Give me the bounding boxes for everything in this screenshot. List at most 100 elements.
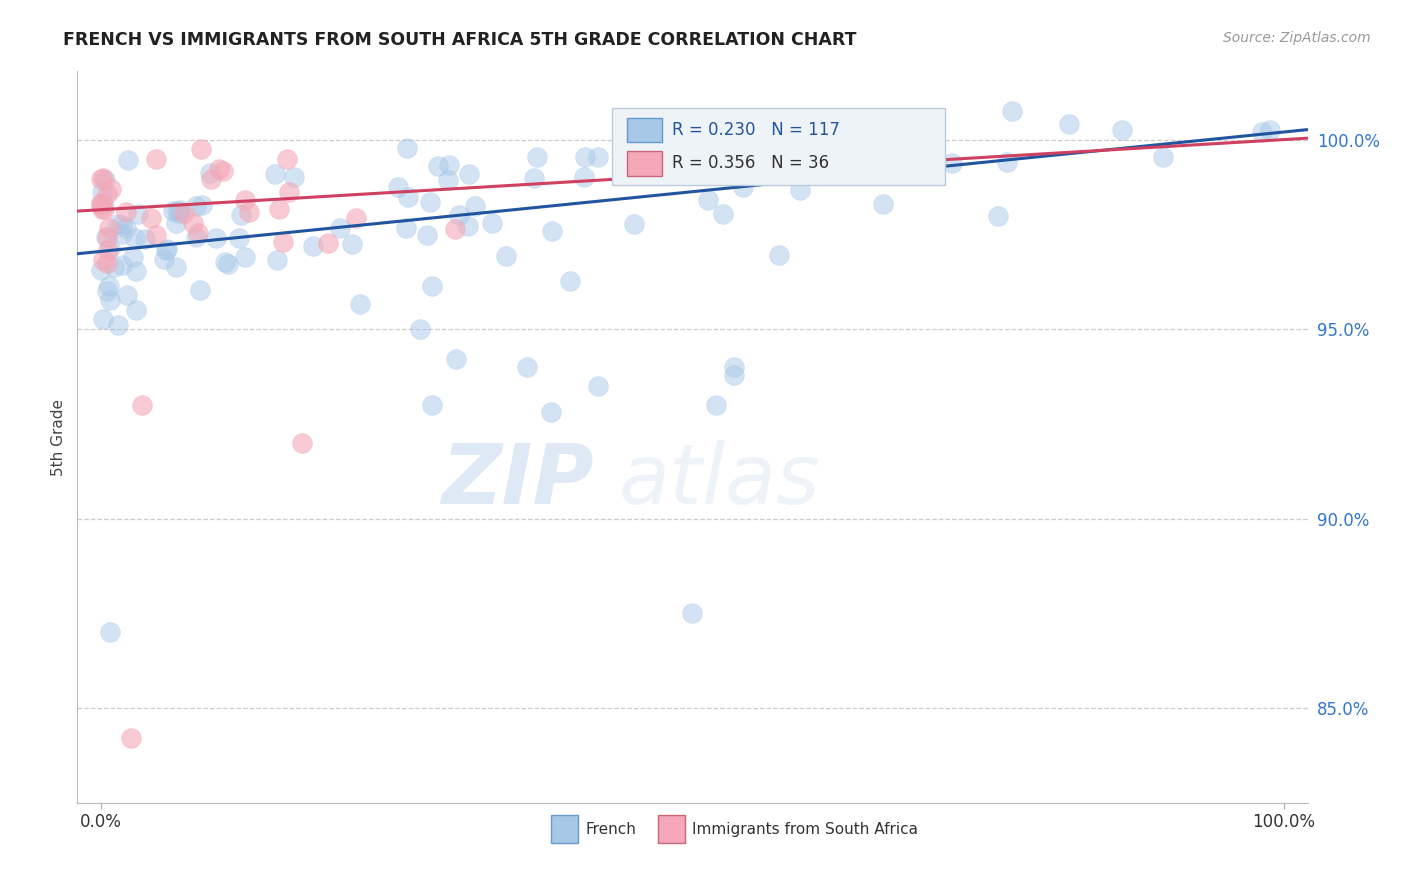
Point bbox=[166, 204, 188, 219]
Point bbox=[139, 211, 162, 225]
Point bbox=[134, 232, 156, 246]
Point bbox=[165, 260, 187, 274]
Point bbox=[98, 279, 121, 293]
Point bbox=[416, 228, 439, 243]
Point bbox=[841, 151, 863, 165]
Point bbox=[291, 435, 314, 450]
Point bbox=[90, 196, 112, 211]
Point bbox=[173, 206, 195, 220]
Point bbox=[91, 171, 114, 186]
Point bbox=[125, 303, 148, 318]
Point bbox=[187, 227, 209, 241]
Point bbox=[449, 208, 471, 222]
Point bbox=[117, 153, 139, 167]
Point bbox=[1258, 123, 1281, 137]
Text: FRENCH VS IMMIGRANTS FROM SOUTH AFRICA 5TH GRADE CORRELATION CHART: FRENCH VS IMMIGRANTS FROM SOUTH AFRICA 5… bbox=[63, 31, 856, 49]
Point bbox=[387, 180, 409, 194]
Point bbox=[96, 284, 118, 298]
Point bbox=[100, 241, 122, 255]
Point bbox=[623, 217, 645, 231]
Point bbox=[145, 152, 167, 166]
Point bbox=[696, 194, 718, 208]
Point bbox=[98, 220, 121, 235]
Point bbox=[283, 169, 305, 184]
Text: Source: ZipAtlas.com: Source: ZipAtlas.com bbox=[1223, 31, 1371, 45]
Point bbox=[110, 218, 132, 232]
Bar bbox=[658, 815, 685, 843]
Point bbox=[233, 250, 256, 264]
Point bbox=[211, 164, 233, 178]
Point bbox=[94, 230, 117, 244]
Point bbox=[131, 398, 153, 412]
Point bbox=[696, 165, 718, 179]
Y-axis label: 5th Grade: 5th Grade bbox=[51, 399, 66, 475]
Point bbox=[419, 194, 441, 209]
Point bbox=[93, 195, 115, 210]
Point bbox=[152, 252, 174, 266]
Text: R = 0.356   N = 36: R = 0.356 N = 36 bbox=[672, 154, 828, 172]
Point bbox=[427, 159, 450, 173]
Point bbox=[107, 318, 129, 333]
Point bbox=[91, 253, 114, 268]
Point bbox=[208, 162, 231, 177]
Point bbox=[723, 368, 745, 382]
Point bbox=[1152, 150, 1174, 164]
Text: atlas: atlas bbox=[619, 441, 820, 522]
Point bbox=[90, 172, 112, 186]
Point bbox=[396, 141, 419, 155]
Point bbox=[276, 152, 298, 166]
Point bbox=[523, 171, 546, 186]
FancyBboxPatch shape bbox=[613, 108, 945, 185]
Point bbox=[704, 398, 727, 412]
Point bbox=[516, 359, 538, 374]
Point bbox=[464, 199, 486, 213]
Point bbox=[711, 207, 734, 221]
Point bbox=[100, 182, 122, 196]
Point bbox=[190, 142, 212, 156]
Point bbox=[125, 264, 148, 278]
Point bbox=[115, 288, 138, 302]
Point bbox=[278, 186, 301, 200]
Point bbox=[728, 143, 751, 157]
Point bbox=[481, 216, 503, 230]
Point bbox=[238, 205, 260, 219]
Point bbox=[107, 217, 129, 231]
Point bbox=[340, 237, 363, 252]
Point bbox=[90, 202, 112, 216]
Point bbox=[96, 186, 118, 201]
Point bbox=[395, 221, 418, 235]
Point bbox=[124, 231, 146, 245]
Point bbox=[100, 625, 122, 640]
Point bbox=[273, 235, 295, 250]
Point bbox=[409, 322, 432, 336]
Point bbox=[987, 209, 1010, 223]
Point bbox=[122, 250, 145, 264]
Point bbox=[941, 156, 963, 170]
Point bbox=[120, 731, 142, 746]
Point bbox=[127, 207, 149, 221]
Point bbox=[437, 173, 460, 187]
Point bbox=[97, 243, 120, 257]
Point bbox=[344, 211, 367, 225]
Point bbox=[558, 274, 581, 288]
Bar bbox=[551, 815, 578, 843]
Point bbox=[214, 255, 236, 269]
Point bbox=[204, 230, 226, 244]
Point bbox=[156, 242, 179, 256]
Point bbox=[98, 293, 121, 307]
Point bbox=[420, 278, 443, 293]
Text: ZIP: ZIP bbox=[441, 441, 595, 522]
Point bbox=[995, 154, 1018, 169]
Point bbox=[1250, 125, 1272, 139]
Point bbox=[586, 151, 609, 165]
Point bbox=[789, 183, 811, 197]
Point bbox=[93, 202, 115, 216]
Point bbox=[541, 224, 564, 238]
Point bbox=[96, 230, 118, 244]
Point bbox=[586, 379, 609, 393]
Point bbox=[768, 248, 790, 262]
Point bbox=[198, 166, 221, 180]
Point bbox=[755, 119, 778, 133]
Point bbox=[111, 258, 134, 272]
Point bbox=[723, 359, 745, 374]
